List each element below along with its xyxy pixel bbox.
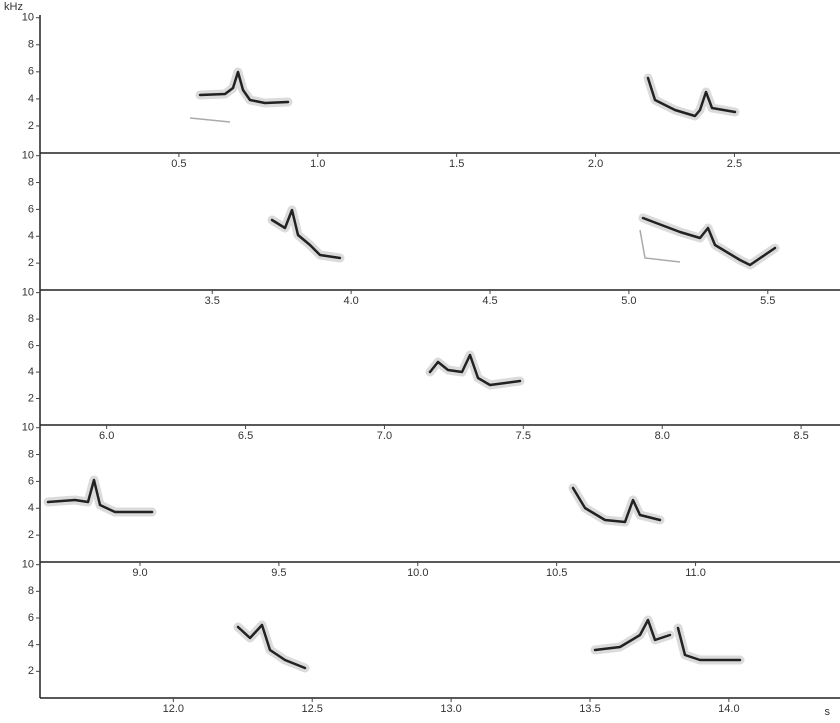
y-tick-label: 10: [22, 422, 34, 434]
x-tick-label: 10.5: [546, 567, 567, 579]
x-tick-label: 13.5: [579, 703, 600, 715]
y-tick-label: 2: [28, 257, 34, 269]
x-tick-label: 9.5: [271, 567, 286, 579]
x-tick-label: 7.5: [516, 430, 531, 442]
y-tick-label: 10: [22, 559, 34, 571]
x-tick-label: 9.0: [132, 567, 147, 579]
x-tick-label: 2.0: [588, 158, 603, 170]
syllables: [43, 67, 780, 673]
y-tick-label: 4: [28, 639, 34, 651]
x-tick-label: 12.0: [163, 703, 184, 715]
y-tick-label: 6: [28, 612, 34, 624]
x-tick-label: 8.5: [793, 430, 808, 442]
x-tick-label: 6.0: [99, 430, 114, 442]
x-tick-label: 1.0: [310, 158, 325, 170]
y-tick-label: 8: [28, 448, 34, 460]
y-tick-label: 2: [28, 529, 34, 541]
y-unit-label: kHz: [4, 1, 23, 13]
x-tick-label: 11.0: [685, 567, 706, 579]
y-tick-label: 4: [28, 366, 34, 378]
y-tick-label: 4: [28, 93, 34, 105]
x-tick-label: 12.5: [302, 703, 323, 715]
y-tick-label: 10: [22, 287, 34, 299]
y-tick-label: 2: [28, 665, 34, 677]
y-tick-label: 6: [28, 203, 34, 215]
x-tick-label: 2.5: [727, 158, 742, 170]
x-tick-label: 5.5: [760, 295, 775, 307]
x-tick-label: 4.5: [482, 295, 497, 307]
y-tick-label: 4: [28, 230, 34, 242]
y-tick-label: 8: [28, 39, 34, 51]
x-tick-label: 14.0: [718, 703, 739, 715]
x-tick-label: 0.5: [171, 158, 186, 170]
y-tick-label: 10: [22, 150, 34, 162]
y-tick-label: 6: [28, 66, 34, 78]
y-tick-label: 6: [28, 475, 34, 487]
y-tick-label: 10: [22, 12, 34, 24]
y-tick-label: 8: [28, 313, 34, 325]
x-unit-label: s: [825, 706, 831, 718]
x-tick-label: 7.0: [377, 430, 392, 442]
x-tick-label: 13.0: [440, 703, 461, 715]
x-tick-label: 1.5: [449, 158, 464, 170]
y-tick-label: 8: [28, 176, 34, 188]
x-tick-label: 8.0: [655, 430, 670, 442]
y-tick-label: 2: [28, 120, 34, 132]
x-tick-label: 5.0: [621, 295, 636, 307]
x-tick-label: 4.0: [343, 295, 358, 307]
y-tick-label: 6: [28, 339, 34, 351]
y-tick-label: 4: [28, 502, 34, 514]
x-tick-label: 10.0: [407, 567, 428, 579]
y-tick-label: 8: [28, 585, 34, 597]
x-tick-label: 3.5: [205, 295, 220, 307]
y-tick-label: 2: [28, 392, 34, 404]
x-tick-label: 6.5: [238, 430, 253, 442]
